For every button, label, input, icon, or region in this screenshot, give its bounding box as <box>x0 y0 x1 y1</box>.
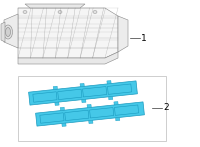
Bar <box>18 76 166 141</box>
Polygon shape <box>114 105 139 115</box>
Polygon shape <box>107 81 111 84</box>
Polygon shape <box>60 107 64 111</box>
Polygon shape <box>4 14 18 48</box>
Polygon shape <box>90 108 114 118</box>
Polygon shape <box>29 81 137 105</box>
Polygon shape <box>25 4 85 8</box>
Polygon shape <box>65 110 89 121</box>
Polygon shape <box>83 87 107 97</box>
Polygon shape <box>55 102 59 106</box>
Polygon shape <box>18 8 118 58</box>
Polygon shape <box>80 83 84 87</box>
Polygon shape <box>107 84 132 94</box>
Text: 2: 2 <box>163 103 169 112</box>
Ellipse shape <box>4 25 12 39</box>
Polygon shape <box>89 120 93 124</box>
Ellipse shape <box>23 10 27 14</box>
Ellipse shape <box>6 27 10 36</box>
Polygon shape <box>109 96 113 100</box>
Polygon shape <box>116 117 120 121</box>
Polygon shape <box>118 16 128 52</box>
Polygon shape <box>1 22 5 42</box>
Polygon shape <box>36 102 144 126</box>
Polygon shape <box>82 99 86 103</box>
Polygon shape <box>18 52 118 64</box>
Polygon shape <box>114 102 118 105</box>
Ellipse shape <box>93 10 97 14</box>
Ellipse shape <box>58 10 62 14</box>
Polygon shape <box>87 104 91 108</box>
Polygon shape <box>58 89 82 100</box>
Polygon shape <box>33 92 57 102</box>
Polygon shape <box>53 86 57 90</box>
Polygon shape <box>62 123 66 126</box>
Text: 1: 1 <box>141 34 147 42</box>
Polygon shape <box>40 113 64 123</box>
